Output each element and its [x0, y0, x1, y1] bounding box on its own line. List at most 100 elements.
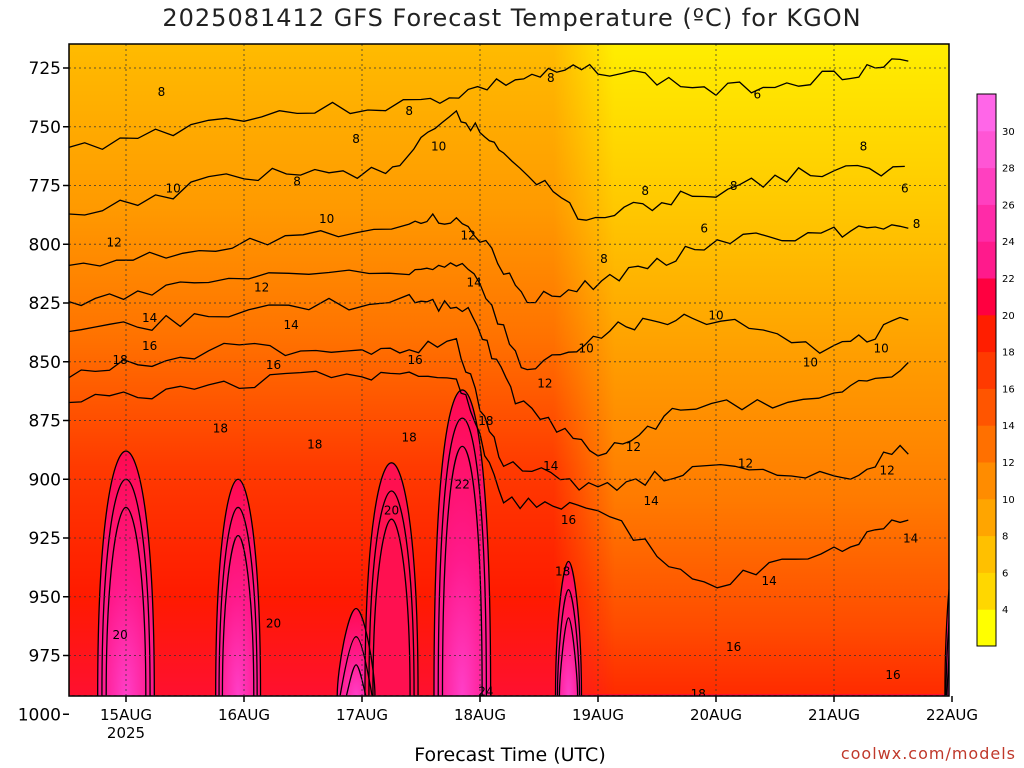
contour-label: 8: [293, 175, 301, 189]
core-contour: [558, 617, 579, 696]
contour-label: 8: [730, 179, 738, 193]
colorbar-tick-label: 24: [1002, 237, 1015, 248]
y-tick-label: 750: [29, 118, 61, 138]
contour-label: 18: [213, 421, 228, 435]
contour-label: 10: [874, 341, 889, 355]
contour-label: 14: [643, 494, 658, 508]
colorbar-segment: [977, 167, 996, 205]
colorbar-tick-label: 22: [1002, 274, 1015, 285]
colorbar-segment: [977, 278, 996, 316]
contour-label: 14: [761, 574, 776, 588]
colorbar-segment: [977, 388, 996, 426]
isotherm-line: [69, 58, 909, 151]
core-contour: [368, 490, 415, 696]
x-tick-label: 16AUG: [218, 706, 270, 724]
colorbar-segment: [977, 314, 996, 353]
core-contour: [433, 389, 492, 696]
y-tick-label: 725: [29, 59, 61, 79]
contour-label: 6: [700, 222, 708, 236]
colorbar-segment: [977, 462, 996, 500]
contour-label: 12: [879, 464, 894, 478]
contour-label: 16: [142, 339, 157, 353]
y-tick-label: 775: [29, 177, 61, 197]
y-tick-label: 975: [29, 647, 61, 667]
x-tick-year: 2025: [107, 724, 145, 742]
x-tick-label: 15AUG: [100, 706, 152, 724]
isotherm-line: [69, 370, 909, 589]
x-axis-label: Forecast Time (UTC): [414, 744, 606, 766]
contour-label: 10: [708, 308, 723, 322]
credit-link[interactable]: coolwx.com/models: [840, 744, 1016, 763]
colorbar-segment: [977, 572, 996, 610]
colorbar-segment: [977, 204, 996, 242]
contour-label: 14: [903, 532, 918, 546]
core-contour: [944, 584, 949, 696]
contour-label: 8: [547, 71, 555, 85]
contour-label: 8: [158, 85, 166, 99]
contour-label: 14: [543, 459, 558, 473]
colorbar-tick-label: 28: [1002, 164, 1015, 175]
colorbar-tick-label: 16: [1002, 384, 1015, 395]
contour-label: 16: [726, 640, 741, 654]
core-contour: [556, 589, 581, 696]
contour-label: 20: [384, 504, 399, 518]
colorbar-segment: [977, 609, 996, 647]
y-tick-label: 925: [29, 529, 61, 549]
contour-label: 12: [254, 280, 269, 294]
contour-label: 10: [431, 139, 446, 153]
chart-title: 2025081412 GFS Forecast Temperature (ºC)…: [162, 4, 862, 32]
colorbar-tick-label: 30: [1002, 127, 1015, 138]
colorbar-tick-label: 8: [1002, 532, 1008, 543]
x-tick-label: 22AUG: [926, 706, 978, 724]
y-tick-label: 875: [29, 412, 61, 432]
contour-label: 12: [738, 457, 753, 471]
contour-label: 18: [555, 565, 570, 579]
contour-label: 18: [402, 431, 417, 445]
contour-label: 16: [407, 353, 422, 367]
isotherm-line: [69, 109, 905, 221]
contour-label: 8: [913, 217, 921, 231]
x-tick-label: 21AUG: [808, 706, 860, 724]
plot-frame: [68, 43, 950, 697]
core-contour: [339, 636, 373, 696]
core-contour: [945, 615, 949, 696]
contour-label: 16: [266, 358, 281, 372]
contour-label: 14: [142, 311, 157, 325]
y-axis: 725 750 775 800 825 850 875 900 925 950 975 1000: [18, 59, 69, 725]
contour-label: 6: [901, 182, 909, 196]
grid-layer: [69, 44, 949, 696]
core-contour: [437, 417, 488, 696]
y-tick-label: 900: [29, 470, 61, 490]
plot-area: 8 8 8 8 8 6 8 8 6 8 8 6 8 10 10 10 10 10 10 10 12 12 12 12 12 12 1…: [69, 44, 949, 696]
isotherm-line: [69, 337, 909, 492]
contour-label: 8: [352, 132, 360, 146]
contour-label: 10: [166, 182, 181, 196]
contour-layer: [69, 58, 949, 696]
warm-core: [215, 479, 261, 696]
x-tick-label: 19AUG: [572, 706, 624, 724]
colorbar-tick-label: 10: [1002, 495, 1015, 506]
warm-core: [97, 451, 155, 696]
core-contour: [441, 445, 483, 696]
contour-label: 18: [307, 438, 322, 452]
isotherm-line: [69, 212, 909, 304]
colorbar-segment: [977, 498, 996, 537]
contour-label: 12: [107, 236, 122, 250]
x-axis: 15AUG 16AUG 17AUG 18AUG 19AUG 20AUG 21AUG 22AUG…: [100, 696, 978, 742]
contour-label: 12: [537, 377, 552, 391]
core-contour: [97, 450, 155, 696]
y-tick-label: 825: [29, 294, 61, 314]
core-contour: [336, 607, 376, 696]
core-contour: [342, 664, 370, 696]
colorbar-segment: [977, 130, 996, 169]
colorbar-frame: [976, 93, 997, 647]
contour-label: 18: [112, 353, 127, 367]
contour-label: 18: [478, 414, 493, 428]
colorbar-tick-label: 18: [1002, 348, 1015, 359]
contour-label-layer: 8 8 8 8 8 6 8 8 6 8 8 6 8 10 10 10 10 10 10 10 12 12 12 12 12 12 1…: [107, 71, 921, 696]
y-tick-label: 950: [29, 588, 61, 608]
core-contour: [218, 506, 258, 696]
contour-label: 6: [753, 88, 761, 102]
contour-label: 22: [455, 478, 470, 492]
eastern-cool-field: [69, 44, 949, 696]
